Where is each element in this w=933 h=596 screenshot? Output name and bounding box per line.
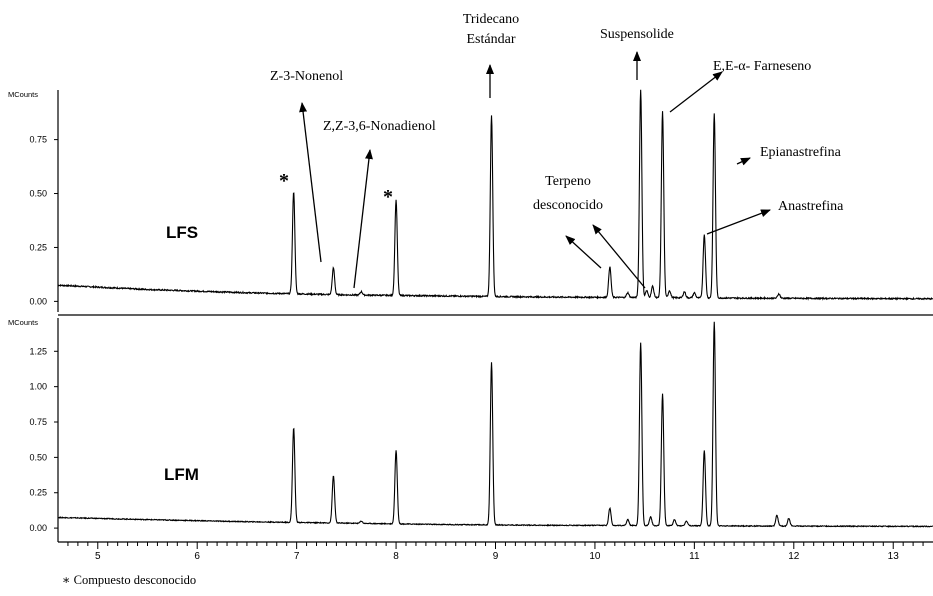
annotations: Z-3-Nonenol Z,Z-3,6-Nonadienol Tridecano…	[270, 12, 844, 214]
y-tick-label: 0.50	[29, 189, 47, 199]
y-tick-label: 0.75	[29, 135, 47, 145]
y-tick-label: 0.50	[29, 452, 47, 462]
arrow-farneseno	[669, 71, 723, 113]
annotation-estandar: Estándar	[467, 32, 516, 47]
x-tick-label: 11	[689, 551, 700, 562]
annotation-arrows	[299, 51, 771, 289]
trace-LFM	[57, 321, 933, 528]
x-tick-label: 7	[294, 551, 300, 562]
x-tick-label: 12	[788, 551, 800, 562]
y-tick-label: 1.00	[29, 382, 47, 392]
x-tick-label: 5	[95, 551, 101, 562]
arrow-terpeno	[565, 235, 602, 269]
x-tick-label: 8	[393, 551, 399, 562]
annotation-tridecano: Tridecano	[463, 12, 519, 27]
y-tick-label: 0.25	[29, 242, 47, 252]
arrow-anastrefina	[706, 209, 771, 235]
bottom-panel-ticks: 0.00 0.25 0.50 0.75 1.00 1.25	[29, 346, 58, 533]
top-panel-ticks: 0.00 0.25 0.50 0.75	[29, 135, 58, 306]
y-tick-label: 0.75	[29, 417, 47, 427]
y-tick-label: 0.00	[29, 296, 47, 306]
footnote: ∗ Compuesto desconocido	[62, 573, 196, 587]
annotation-desconocido: desconocido	[533, 198, 603, 213]
annotation-farneseno: E,E-α- Farneseno	[713, 59, 811, 74]
x-axis-ticks: 5 6 7 8 9 10 11 12 13	[67, 542, 924, 562]
y-tick-label: 0.00	[29, 523, 47, 533]
arrow-desconocido	[592, 224, 646, 289]
annotation-suspensolide: Suspensolide	[600, 27, 674, 42]
traces	[57, 89, 933, 528]
annotation-anastrefina: Anastrefina	[778, 199, 844, 214]
bottom-y-axis-label: MCounts	[8, 318, 38, 327]
arrow-epianastrefina	[736, 157, 751, 166]
arrow-nonadienol	[353, 149, 373, 289]
x-tick-label: 6	[194, 551, 200, 562]
panel-label-lfm: LFM	[164, 465, 199, 484]
x-tick-label: 13	[888, 551, 900, 562]
annotation-z3-nonenol: Z-3-Nonenol	[270, 69, 343, 84]
x-tick-label: 9	[493, 551, 499, 562]
y-tick-label: 1.25	[29, 346, 47, 356]
top-y-axis-label: MCounts	[8, 90, 38, 99]
annotation-terpeno: Terpeno	[545, 174, 591, 189]
annotation-epianastrefina: Epianastrefina	[760, 145, 842, 160]
unknown-star-right: *	[383, 186, 393, 208]
x-tick-label: 10	[589, 551, 601, 562]
unknown-star-left: *	[279, 170, 289, 192]
annotation-nonadienol: Z,Z-3,6-Nonadienol	[323, 119, 436, 134]
y-tick-label: 0.25	[29, 488, 47, 498]
arrow-z3-nonenol	[299, 102, 322, 263]
panel-label-lfs: LFS	[166, 223, 198, 242]
trace-LFS	[57, 89, 933, 301]
